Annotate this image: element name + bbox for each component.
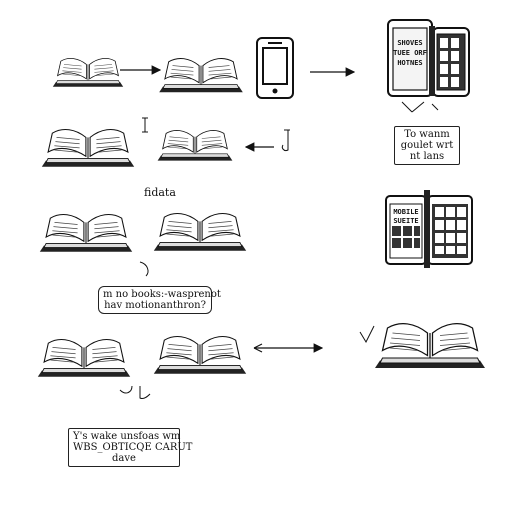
book-open-large-final: [374, 323, 486, 369]
phone-cover-text-mid: MOBILE SUEITE: [393, 208, 418, 225]
book-open-4: [37, 339, 131, 378]
book-open-1: [158, 58, 244, 93]
scribble-hook: [119, 385, 151, 399]
pcm2-text: SUEITE: [393, 217, 418, 225]
pct3-text: HOTNES: [397, 59, 422, 67]
note-top-right: To wanm goulet wrt nt lans: [394, 126, 460, 165]
phone-pair-top: [387, 19, 470, 97]
pcm1-text: MOBILE: [393, 208, 418, 216]
pct1-text: SHOVES: [397, 39, 422, 47]
scribble-checkmark: [359, 325, 375, 344]
smartphone: [256, 37, 294, 99]
note-bottom-line1: Y's wake unsfoas wm: [73, 431, 181, 442]
phone-pair-mid: [385, 190, 473, 268]
phone-cover-text-top: SHOVES TUEE ORF HOTNES: [393, 39, 427, 67]
note-bottom-line2: WBS_OBTICQE CARUT: [73, 442, 193, 453]
book-open-large-3: [153, 213, 247, 252]
note-top-right-line1: To wanm: [404, 129, 450, 140]
cursor-mark: [142, 117, 148, 133]
book-open-large-1: [41, 129, 135, 168]
scribble-d: [281, 129, 290, 151]
note-middle: m no books:-wasprenot hav motionanthron?: [98, 286, 221, 314]
pct2-text: TUEE ORF: [393, 49, 427, 57]
book-small-closed-ish: [52, 58, 124, 88]
book-open-5: [153, 336, 247, 375]
note-bottom: Y's wake unsfoas wm WBS_OBTICQE CARUT da…: [68, 428, 193, 467]
scribble-arrows-top: [401, 101, 439, 113]
note-middle-line1: m no books:-wasprenot: [103, 289, 221, 300]
scrawl-fidata: fidata: [144, 186, 176, 199]
note-top-right-line3: nt lans: [409, 151, 445, 162]
note-top-right-line2: goulet wrt: [400, 140, 454, 151]
book-open-large-2: [39, 214, 133, 253]
scribble-under-books: [139, 261, 149, 277]
note-middle-line2: hav motionanthron?: [104, 300, 206, 311]
note-bottom-line3: dave: [112, 453, 136, 464]
book-open-2: [157, 130, 233, 162]
